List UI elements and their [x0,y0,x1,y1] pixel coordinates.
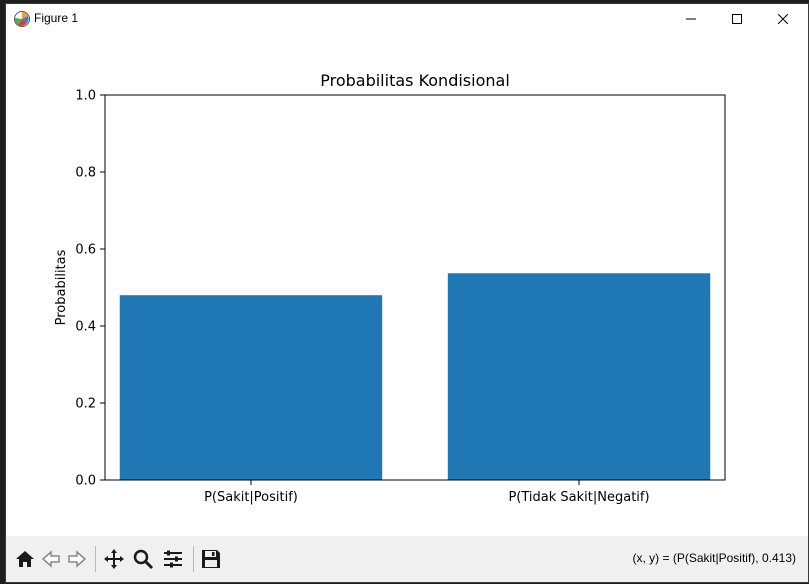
y-tick-label: 0.8 [75,166,96,181]
title-bar[interactable]: Figure 1 [6,4,808,34]
forward-icon [68,550,87,568]
x-axis: P(Sakit|Positif) P(Tidak Sakit|Negatif) [204,480,650,505]
zoom-icon [133,549,154,570]
navigation-toolbar: (x, y) = (P(Sakit|Positif), 0.413) [6,536,808,582]
figure-canvas[interactable]: Probabilitas Kondisional 0.0 0.2 0.4 0.6 0.8… [6,34,808,536]
background-desktop [0,0,6,584]
x-tick-label: P(Sakit|Positif) [204,490,298,505]
bar-0 [119,295,383,480]
forward-button[interactable] [64,546,90,572]
axes-frame [104,94,726,481]
y-axis-label: Probabilitas [54,249,69,325]
pan-button[interactable] [101,546,127,572]
x-tick-label: P(Tidak Sakit|Negatif) [508,490,649,505]
y-tick-label: 0.6 [75,243,96,258]
chart-title: Probabilitas Kondisional [320,71,510,90]
zoom-button[interactable] [130,546,156,572]
bars-group [119,273,711,480]
cursor-coordinates: (x, y) = (P(Sakit|Positif), 0.413) [632,551,797,565]
window-title: Figure 1 [34,11,79,25]
home-icon [16,551,34,567]
back-icon [41,550,60,568]
matplotlib-app-icon [14,11,30,27]
figure-window: Figure 1 Probabilitas Kondisional 0.0 0.2… [6,4,808,582]
close-button[interactable] [760,4,806,34]
minimize-button[interactable] [668,4,714,34]
pan-icon [104,549,124,569]
close-icon [778,14,788,24]
y-tick-label: 1.0 [75,89,96,104]
y-axis: 0.0 0.2 0.4 0.6 0.8 1.0 [75,89,105,489]
configure-subplots-icon [164,550,182,568]
save-icon [202,550,220,568]
configure-subplots-button[interactable] [160,546,186,572]
back-button[interactable] [38,546,64,572]
maximize-button[interactable] [714,4,760,34]
y-tick-label: 0.4 [75,320,96,335]
toolbar-separator [95,546,96,572]
toolbar-separator [193,546,194,572]
y-tick-label: 0.0 [75,474,96,489]
home-button[interactable] [12,546,38,572]
minimize-icon [686,18,696,20]
y-tick-label: 0.2 [75,397,96,412]
bar-1 [447,273,711,480]
save-button[interactable] [198,546,224,572]
maximize-icon [732,14,742,24]
